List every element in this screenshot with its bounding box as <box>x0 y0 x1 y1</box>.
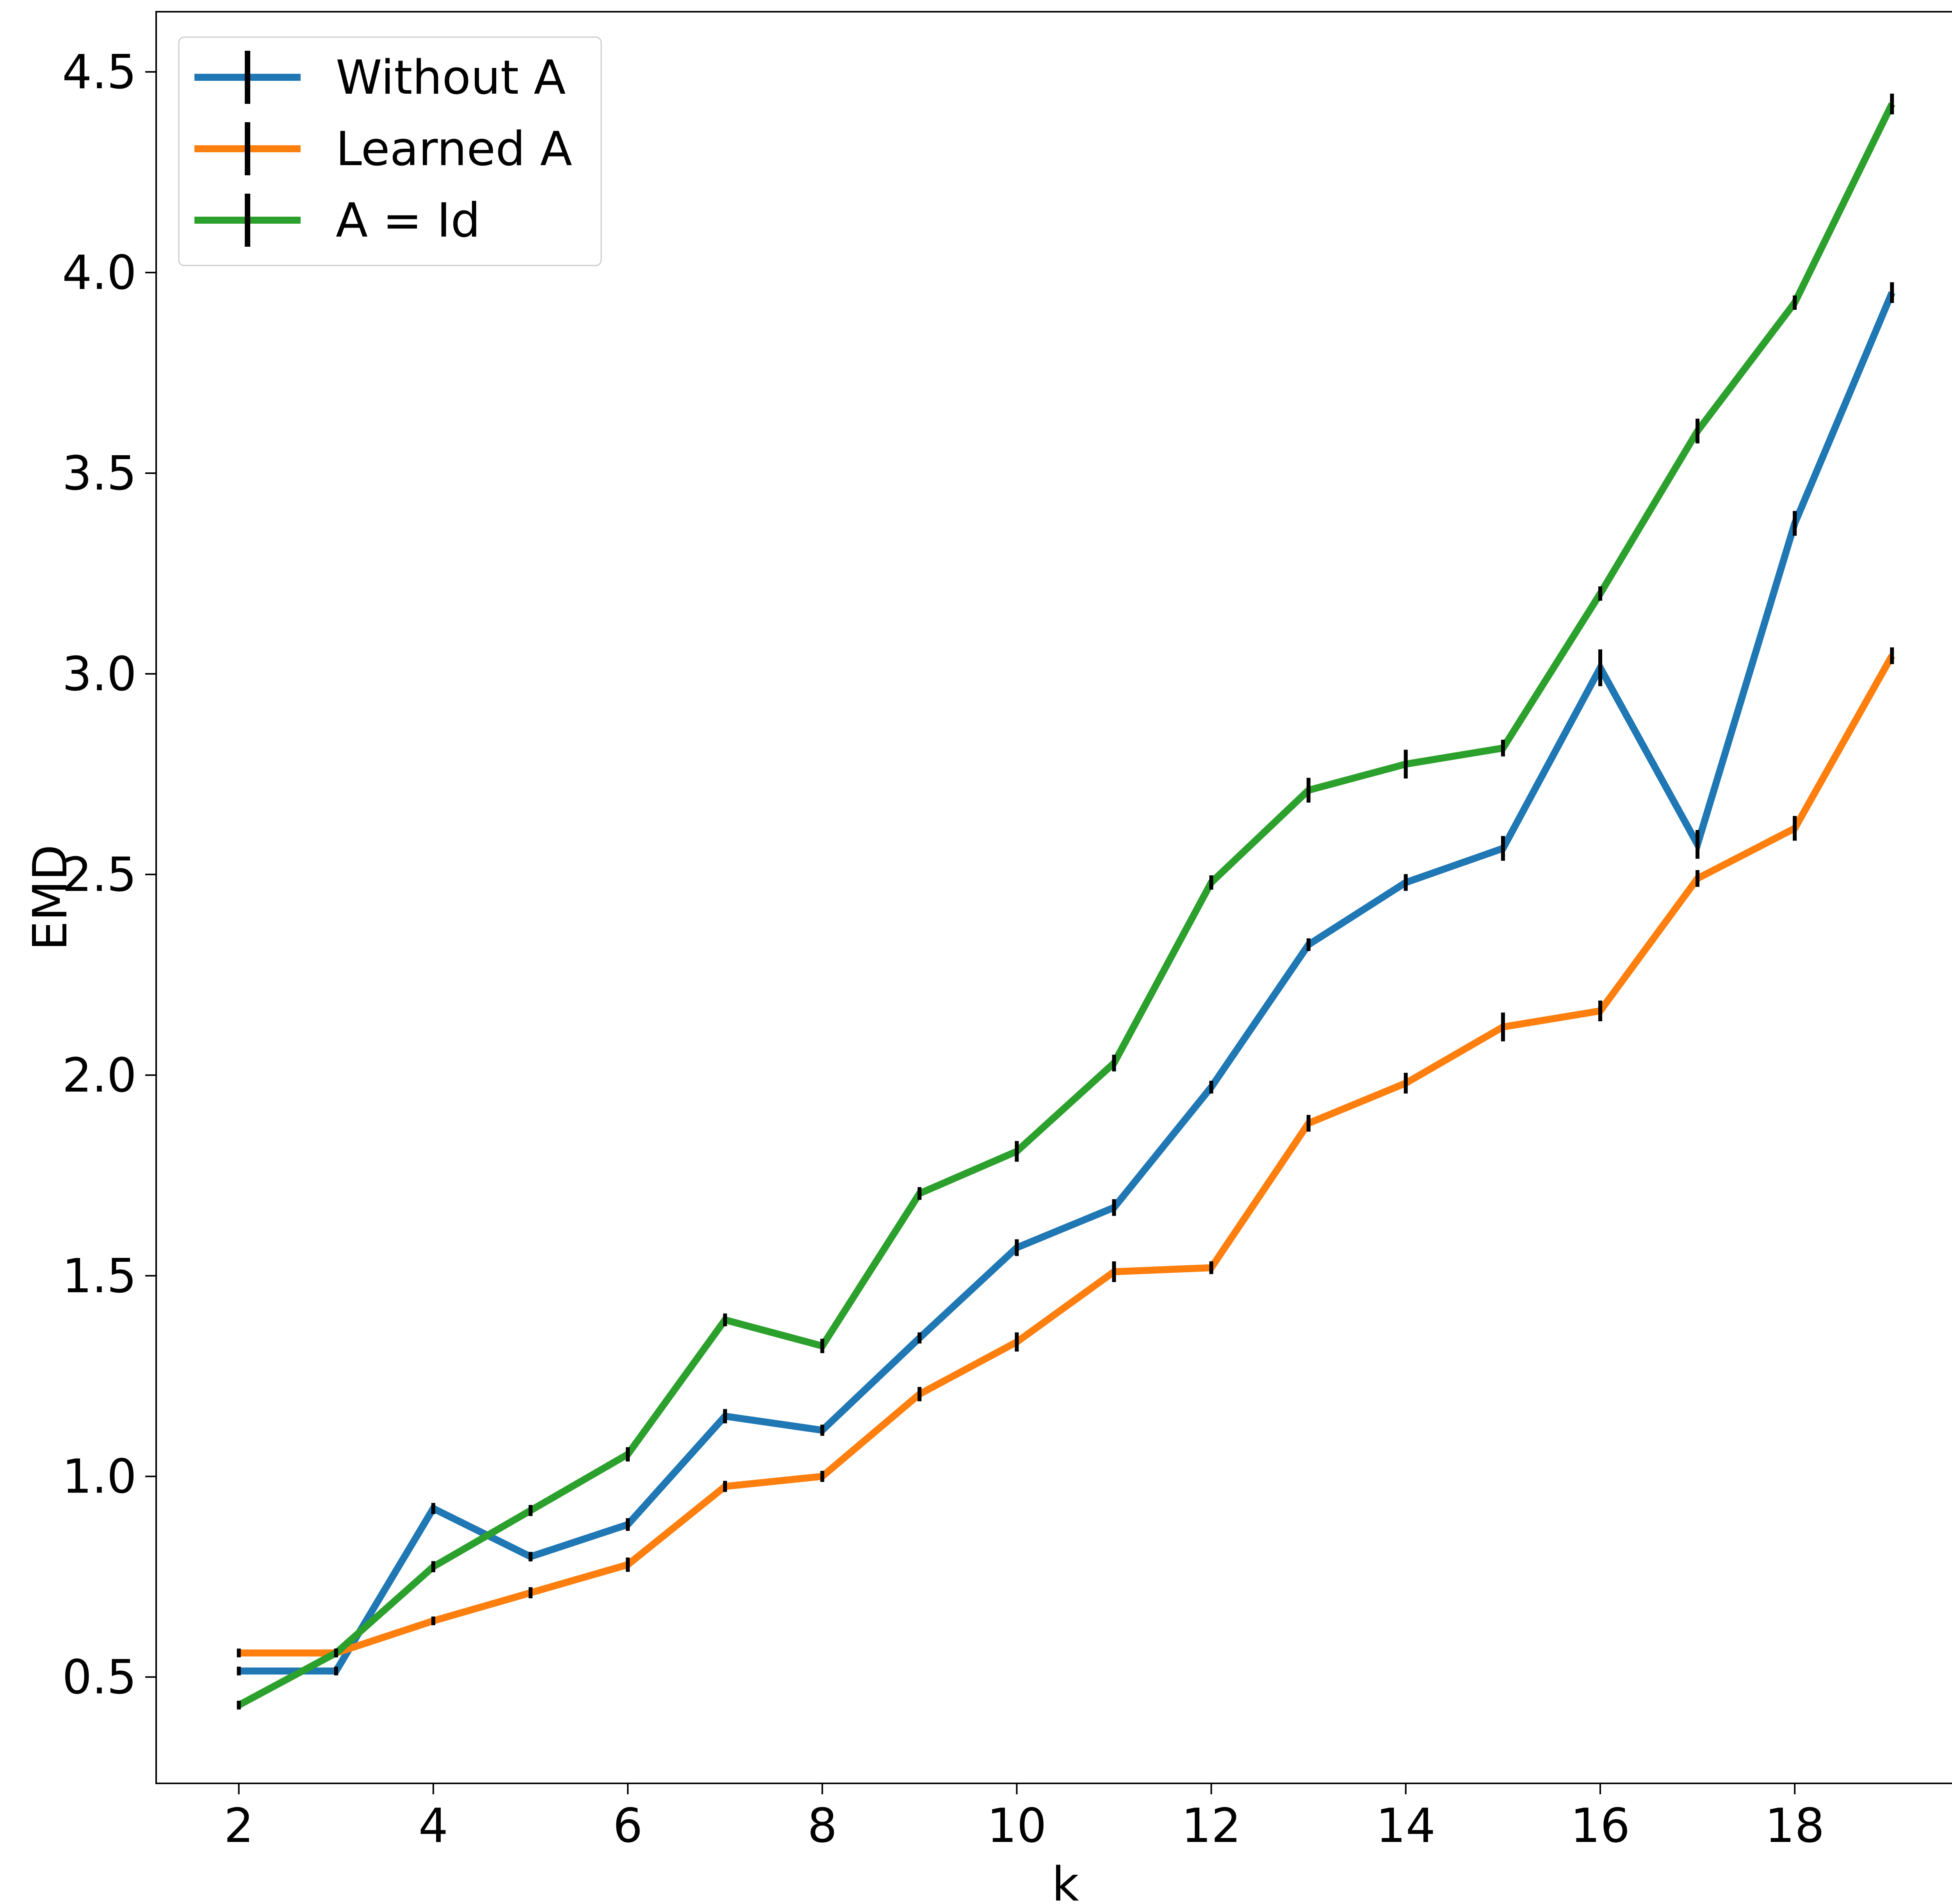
y-tick-label: 0.5 <box>62 1651 137 1705</box>
series-line-2 <box>239 654 1895 1656</box>
x-tick-label: 18 <box>1765 1799 1825 1853</box>
y-axis: 0.5 1.0 1.5 2.0 2.5 3.0 3.5 4.0 4.5 <box>62 45 156 1705</box>
series-layer <box>237 102 1895 1708</box>
x-tick-label: 12 <box>1181 1799 1241 1853</box>
x-tick-label: 6 <box>613 1799 643 1853</box>
x-axis: 2 4 6 8 10 12 14 16 18 <box>224 1783 1825 1853</box>
x-axis-label: k <box>1052 1858 1079 1904</box>
series-line-3 <box>237 102 1895 1708</box>
errorbar-layer <box>237 93 1894 1710</box>
x-tick-label: 10 <box>987 1799 1047 1853</box>
y-axis-label: EMD <box>23 844 78 951</box>
y-tick-label: 2.0 <box>62 1049 137 1103</box>
x-tick-label: 2 <box>224 1799 254 1853</box>
y-tick-label: 3.5 <box>62 447 137 501</box>
legend-label: Learned A <box>336 122 572 176</box>
legend-label: A = Id <box>336 194 481 248</box>
legend-label: Without A <box>336 51 566 105</box>
y-tick-label: 3.0 <box>62 647 137 702</box>
legend: Without A Learned A A = Id <box>178 36 602 266</box>
legend-box <box>178 36 602 266</box>
y-tick-label: 4.0 <box>62 246 137 300</box>
y-tick-label: 4.5 <box>62 45 137 100</box>
y-tick-label: 1.0 <box>62 1450 137 1504</box>
plot-frame <box>155 11 1952 1784</box>
y-tick-label: 2.5 <box>62 848 137 902</box>
x-tick-label: 16 <box>1571 1799 1630 1853</box>
x-tick-label: 4 <box>419 1799 448 1853</box>
x-tick-label: 8 <box>807 1799 837 1853</box>
x-tick-label: 14 <box>1376 1799 1436 1853</box>
series-line-1 <box>239 291 1895 1675</box>
y-tick-label: 1.5 <box>62 1249 137 1304</box>
